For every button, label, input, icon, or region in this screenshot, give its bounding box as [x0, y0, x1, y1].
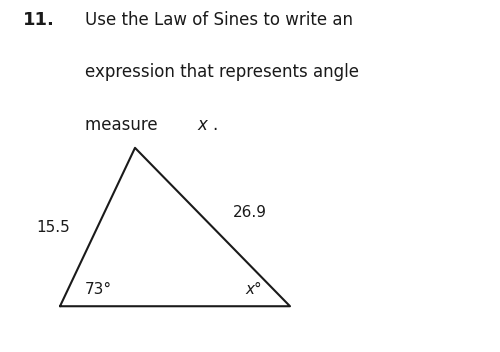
Text: x°: x°: [245, 282, 262, 297]
Text: expression that represents angle: expression that represents angle: [85, 63, 359, 81]
Text: measure: measure: [85, 116, 163, 134]
Text: x: x: [198, 116, 207, 134]
Text: 15.5: 15.5: [36, 220, 70, 234]
Text: .: .: [212, 116, 218, 134]
Text: 26.9: 26.9: [232, 206, 266, 220]
Text: 73°: 73°: [85, 282, 112, 297]
Text: 11.: 11.: [22, 11, 54, 29]
Text: Use the Law of Sines to write an: Use the Law of Sines to write an: [85, 11, 353, 29]
